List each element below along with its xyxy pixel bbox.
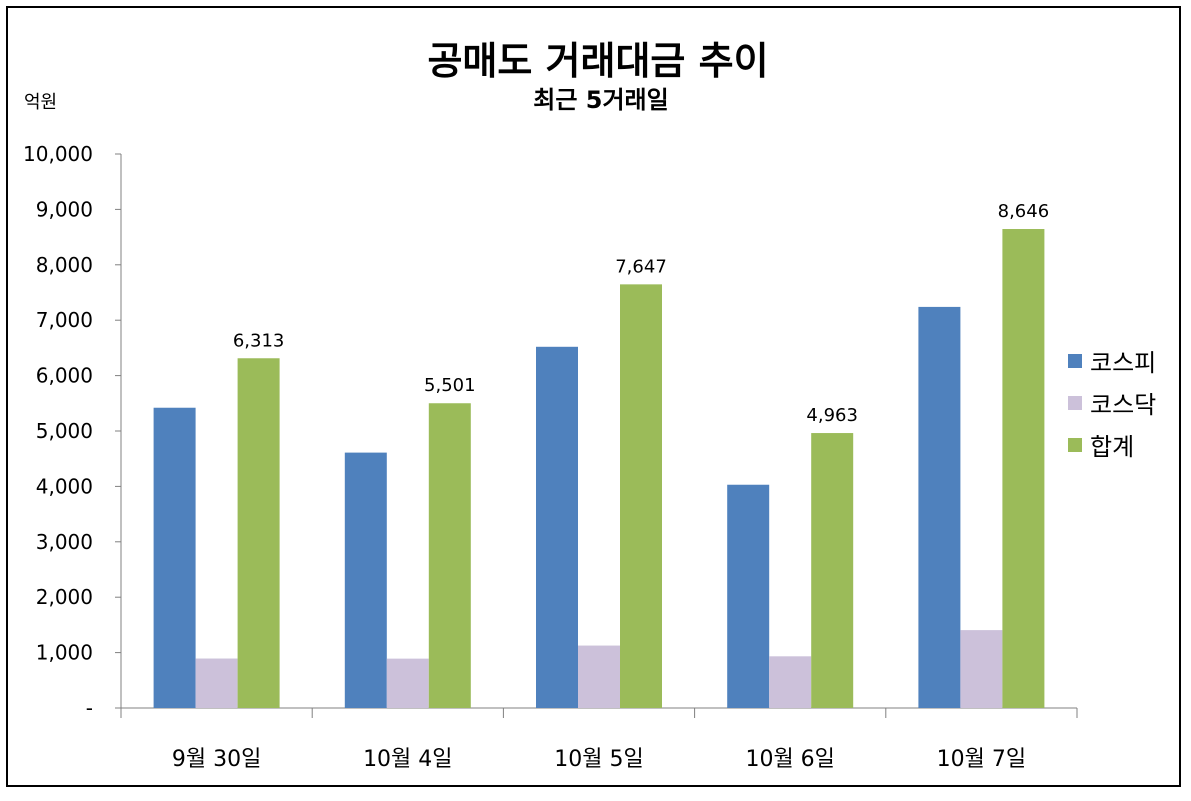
y-tick-label: 7,000 [36,308,93,332]
bar-합계 [1002,229,1045,708]
data-label: 4,963 [806,405,858,426]
y-tick-label: 10,000 [23,142,93,166]
y-tick-label: 6,000 [36,364,93,388]
x-category-label: 10월 7일 [937,747,1026,772]
y-tick-label: 9,000 [36,197,93,221]
bar-코스닥 [578,645,620,708]
chart-title: 공매도 거래대금 추이 [427,39,768,83]
legend-swatch [1068,396,1082,410]
legend-label: 코스닥 [1090,391,1156,419]
bar-코스피 [536,346,578,708]
legend-swatch [1068,438,1082,452]
bar-코스피 [918,306,961,708]
chart-subtitle: 최근 5거래일 [533,86,668,114]
y-tick-label: 1,000 [36,641,93,665]
bar-코스피 [727,484,770,708]
y-tick-label: 3,000 [36,530,93,554]
y-tick-label: 4,000 [36,474,93,498]
bar-코스피 [344,452,387,708]
x-category-label: 9월 30일 [172,747,261,772]
bar-코스피 [153,407,196,708]
y-tick-label: - [86,696,93,720]
x-category-label: 10월 6일 [745,747,834,772]
y-tick-label: 2,000 [36,585,93,609]
y-tick-label: 5,000 [36,419,93,443]
plot-area: - 1,000 2,000 3,000 4,000 5,000 6,000 7,000 8,00… [23,142,1078,772]
y-axis-unit-label: 억원 [24,92,57,113]
data-label: 8,646 [998,201,1050,222]
legend-label: 합계 [1090,433,1134,461]
y-tick-label: 8,000 [36,253,93,277]
legend-swatch [1068,354,1082,368]
bar-합계 [428,403,471,708]
data-label: 6,313 [233,330,285,351]
data-label: 5,501 [424,375,476,396]
bar-코스닥 [960,630,1003,708]
bar-코스닥 [769,656,812,708]
x-category-label: 10월 4일 [363,747,452,772]
bar-코스닥 [195,658,238,708]
bar-합계 [620,284,662,708]
legend-label: 코스피 [1090,349,1156,377]
data-label: 7,647 [615,256,667,277]
bar-합계 [811,433,854,708]
x-category-label: 10월 5일 [554,747,643,772]
bar-합계 [237,358,280,708]
bar-코스닥 [386,658,429,708]
